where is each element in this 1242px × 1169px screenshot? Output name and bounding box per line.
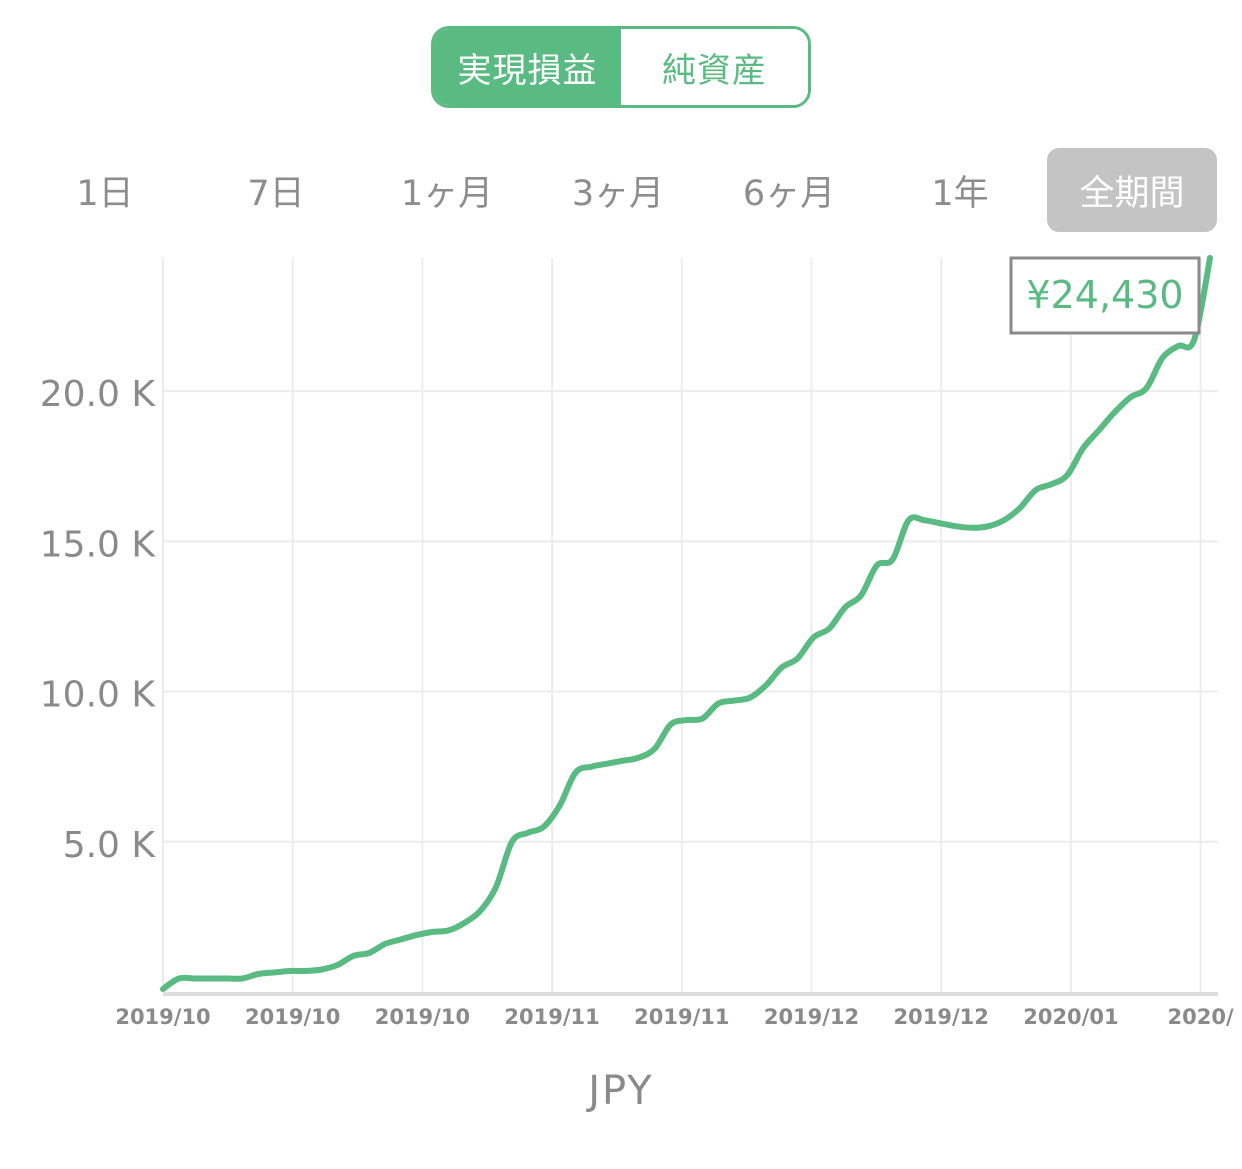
x-tick-label: 2019/11 <box>504 1005 599 1029</box>
x-tick-label: 2019/10 <box>245 1005 340 1029</box>
x-tick-label: 2019/12 <box>764 1005 859 1029</box>
y-tick-label: 15.0 K <box>40 524 157 565</box>
x-tick-label: 2020/ <box>1168 1005 1234 1029</box>
period-7d-button[interactable]: 7日 <box>247 173 305 214</box>
pnl-series-line <box>160 255 1213 992</box>
realized-pnl-tab[interactable]: 実現損益 <box>434 29 621 105</box>
y-tick-label: 5.0 K <box>63 825 157 866</box>
value-tooltip-label: ¥24,430 <box>1026 273 1183 317</box>
x-tick-label: 2019/11 <box>634 1005 729 1029</box>
currency-label: JPY <box>588 1068 654 1114</box>
net-assets-tab[interactable]: 純資産 <box>621 29 808 105</box>
mode-toggle: 実現損益 純資産 <box>431 26 811 108</box>
period-6m-button[interactable]: 6ヶ月 <box>742 173 836 214</box>
period-1m-button[interactable]: 1ヶ月 <box>400 173 494 214</box>
x-tick-label: 2020/01 <box>1023 1005 1118 1029</box>
period-3m-button[interactable]: 3ヶ月 <box>571 173 665 214</box>
x-tick-label: 2019/10 <box>375 1005 470 1029</box>
period-1y-button[interactable]: 1年 <box>931 173 989 214</box>
y-tick-label: 20.0 K <box>40 374 157 415</box>
period-selector: 1日 7日 1ヶ月 3ヶ月 6ヶ月 1年 全期間 <box>20 148 1220 234</box>
period-all-button[interactable]: 全期間 <box>1047 148 1217 232</box>
x-tick-label: 2019/12 <box>894 1005 989 1029</box>
y-tick-label: 10.0 K <box>40 675 157 716</box>
period-1d-button[interactable]: 1日 <box>76 173 134 214</box>
pnl-line-chart: 5.0 K 10.0 K 15.0 K 20.0 K 2019/10 2019/10 201… <box>40 255 1234 1029</box>
x-tick-label: 2019/10 <box>115 1005 210 1029</box>
value-tooltip-box <box>1009 256 1201 335</box>
